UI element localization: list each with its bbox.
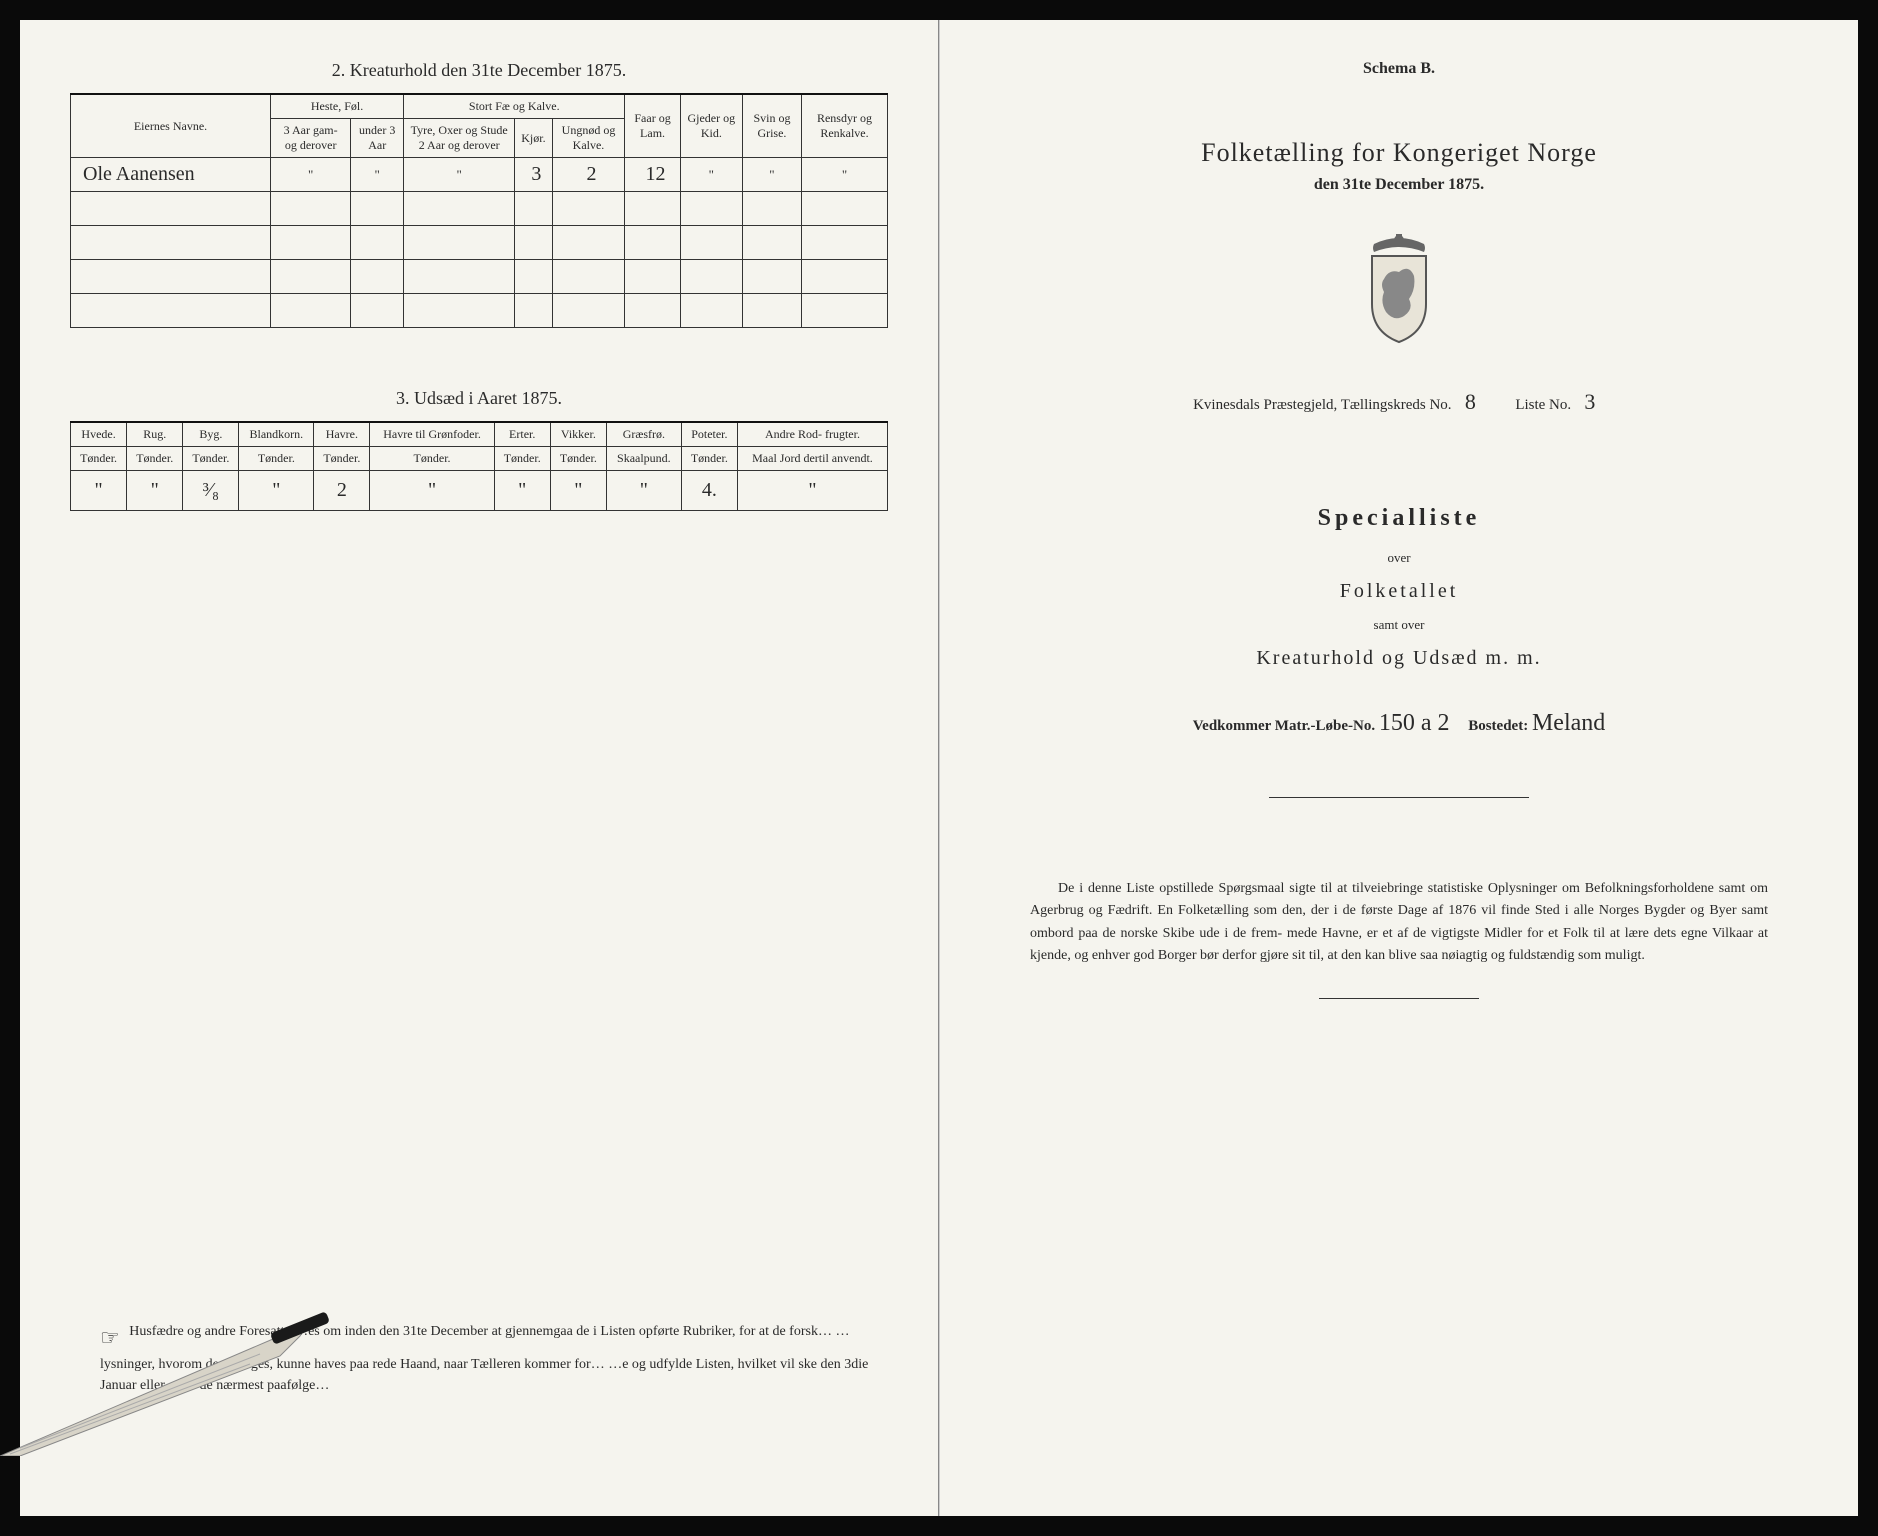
cell: " bbox=[71, 471, 127, 511]
specialliste: Specialliste bbox=[990, 505, 1808, 532]
th-unit: Maal Jord dertil anvendt. bbox=[737, 447, 887, 471]
folketallet: Folketallet bbox=[990, 580, 1808, 603]
th-unit: Skaalpund. bbox=[606, 447, 681, 471]
coat-of-arms-icon bbox=[990, 234, 1808, 349]
cell: " bbox=[271, 158, 351, 192]
th: Andre Rod- frugter. bbox=[737, 422, 887, 447]
cell: 4. bbox=[681, 471, 737, 511]
cell: " bbox=[351, 158, 404, 192]
cell: " bbox=[494, 471, 550, 511]
bosted-label: Bostedet: bbox=[1468, 718, 1528, 734]
th-stort-a: Tyre, Oxer og Stude 2 Aar og derover bbox=[404, 119, 515, 158]
cell: " bbox=[737, 471, 887, 511]
th-heste-group: Heste, Føl. bbox=[271, 94, 404, 119]
th-gjeder: Gjeder og Kid. bbox=[680, 94, 742, 158]
seed-table: Hvede. Rug. Byg. Blandkorn. Havre. Havre… bbox=[70, 421, 888, 511]
parish-line: Kvinesdals Præstegjeld, Tællingskreds No… bbox=[990, 389, 1808, 415]
census-title: Folketælling for Kongeriget Norge bbox=[990, 138, 1808, 168]
divider bbox=[1269, 797, 1529, 798]
footnote: ☞ Husfædre og andre Foresatte …es om ind… bbox=[100, 1321, 878, 1396]
liste-label: Liste No. bbox=[1515, 397, 1571, 413]
th-stort-group: Stort Fæ og Kalve. bbox=[404, 94, 625, 119]
th: Rug. bbox=[127, 422, 183, 447]
livestock-table: Eiernes Navne. Heste, Føl. Stort Fæ og K… bbox=[70, 93, 888, 328]
cell: 2 bbox=[314, 471, 370, 511]
th: Erter. bbox=[494, 422, 550, 447]
th-unit: Tønder. bbox=[550, 447, 606, 471]
th: Hvede. bbox=[71, 422, 127, 447]
th-heste-a: 3 Aar gam- og derover bbox=[271, 119, 351, 158]
th-heste-b: under 3 Aar bbox=[351, 119, 404, 158]
th: Havre til Grønfoder. bbox=[370, 422, 494, 447]
kreds-no: 8 bbox=[1455, 389, 1485, 415]
cell: " bbox=[370, 471, 494, 511]
explanation-paragraph: De i denne Liste opstillede Spørgsmaal s… bbox=[1030, 878, 1768, 968]
cell: " bbox=[127, 471, 183, 511]
vedkommer-label: Vedkommer Matr.-Løbe-No. bbox=[1193, 718, 1375, 734]
th-unit: Tønder. bbox=[239, 447, 314, 471]
table-row: Ole Aanensen " " " 3 2 12 " " " bbox=[71, 158, 888, 192]
table-row bbox=[71, 294, 888, 328]
th-owner: Eiernes Navne. bbox=[71, 94, 271, 158]
schema-label: Schema B. bbox=[990, 60, 1808, 78]
table-row bbox=[71, 192, 888, 226]
vedkommer-line: Vedkommer Matr.-Løbe-No. 150 a 2 Bostede… bbox=[990, 710, 1808, 737]
left-page: 2. Kreaturhold den 31te December 1875. E… bbox=[20, 20, 939, 1516]
cell: ³⁄₈ bbox=[183, 471, 239, 511]
th-faar: Faar og Lam. bbox=[625, 94, 680, 158]
th-unit: Tønder. bbox=[494, 447, 550, 471]
footnote-text: Husfædre og andre Foresatte …es om inden… bbox=[100, 1324, 868, 1393]
cell: " bbox=[239, 471, 314, 511]
th-unit: Tønder. bbox=[127, 447, 183, 471]
section2-title: 3. Udsæd i Aaret 1875. bbox=[70, 388, 888, 409]
table-row: " " ³⁄₈ " 2 " " " " 4. " bbox=[71, 471, 888, 511]
over-label: over bbox=[990, 550, 1808, 566]
th-unit: Tønder. bbox=[314, 447, 370, 471]
cell-owner: Ole Aanensen bbox=[71, 158, 271, 192]
table-row bbox=[71, 260, 888, 294]
th: Poteter. bbox=[681, 422, 737, 447]
cell: 12 bbox=[625, 158, 680, 192]
parish-label: Kvinesdals Præstegjeld, Tællingskreds No… bbox=[1193, 397, 1451, 413]
census-date: den 31te December 1875. bbox=[990, 176, 1808, 194]
kreatur-line: Kreaturhold og Udsæd m. m. bbox=[990, 647, 1808, 670]
matr-no: 150 a 2 bbox=[1379, 710, 1450, 737]
cell: " bbox=[801, 158, 887, 192]
th-unit: Tønder. bbox=[370, 447, 494, 471]
section1-title: 2. Kreaturhold den 31te December 1875. bbox=[70, 60, 888, 81]
cell: " bbox=[680, 158, 742, 192]
th-stort-b: Kjør. bbox=[515, 119, 552, 158]
th-unit: Tønder. bbox=[71, 447, 127, 471]
th-svin: Svin og Grise. bbox=[742, 94, 801, 158]
table-row bbox=[71, 226, 888, 260]
th: Vikker. bbox=[550, 422, 606, 447]
cell: 3 bbox=[515, 158, 552, 192]
th: Byg. bbox=[183, 422, 239, 447]
cell: " bbox=[550, 471, 606, 511]
divider bbox=[1319, 998, 1479, 999]
th-ren: Rensdyr og Renkalve. bbox=[801, 94, 887, 158]
th: Blandkorn. bbox=[239, 422, 314, 447]
th-unit: Tønder. bbox=[183, 447, 239, 471]
right-page: Schema B. Folketælling for Kongeriget No… bbox=[939, 20, 1858, 1516]
liste-no: 3 bbox=[1575, 389, 1605, 415]
book-spread: 2. Kreaturhold den 31te December 1875. E… bbox=[20, 20, 1858, 1516]
cell: 2 bbox=[552, 158, 625, 192]
cell: " bbox=[606, 471, 681, 511]
bosted-value: Meland bbox=[1532, 710, 1605, 737]
th-unit: Tønder. bbox=[681, 447, 737, 471]
th: Græsfrø. bbox=[606, 422, 681, 447]
cell: " bbox=[742, 158, 801, 192]
th-stort-c: Ungnød og Kalve. bbox=[552, 119, 625, 158]
samt-label: samt over bbox=[990, 617, 1808, 633]
pointing-hand-icon: ☞ bbox=[100, 1321, 120, 1354]
th: Havre. bbox=[314, 422, 370, 447]
cell: " bbox=[404, 158, 515, 192]
